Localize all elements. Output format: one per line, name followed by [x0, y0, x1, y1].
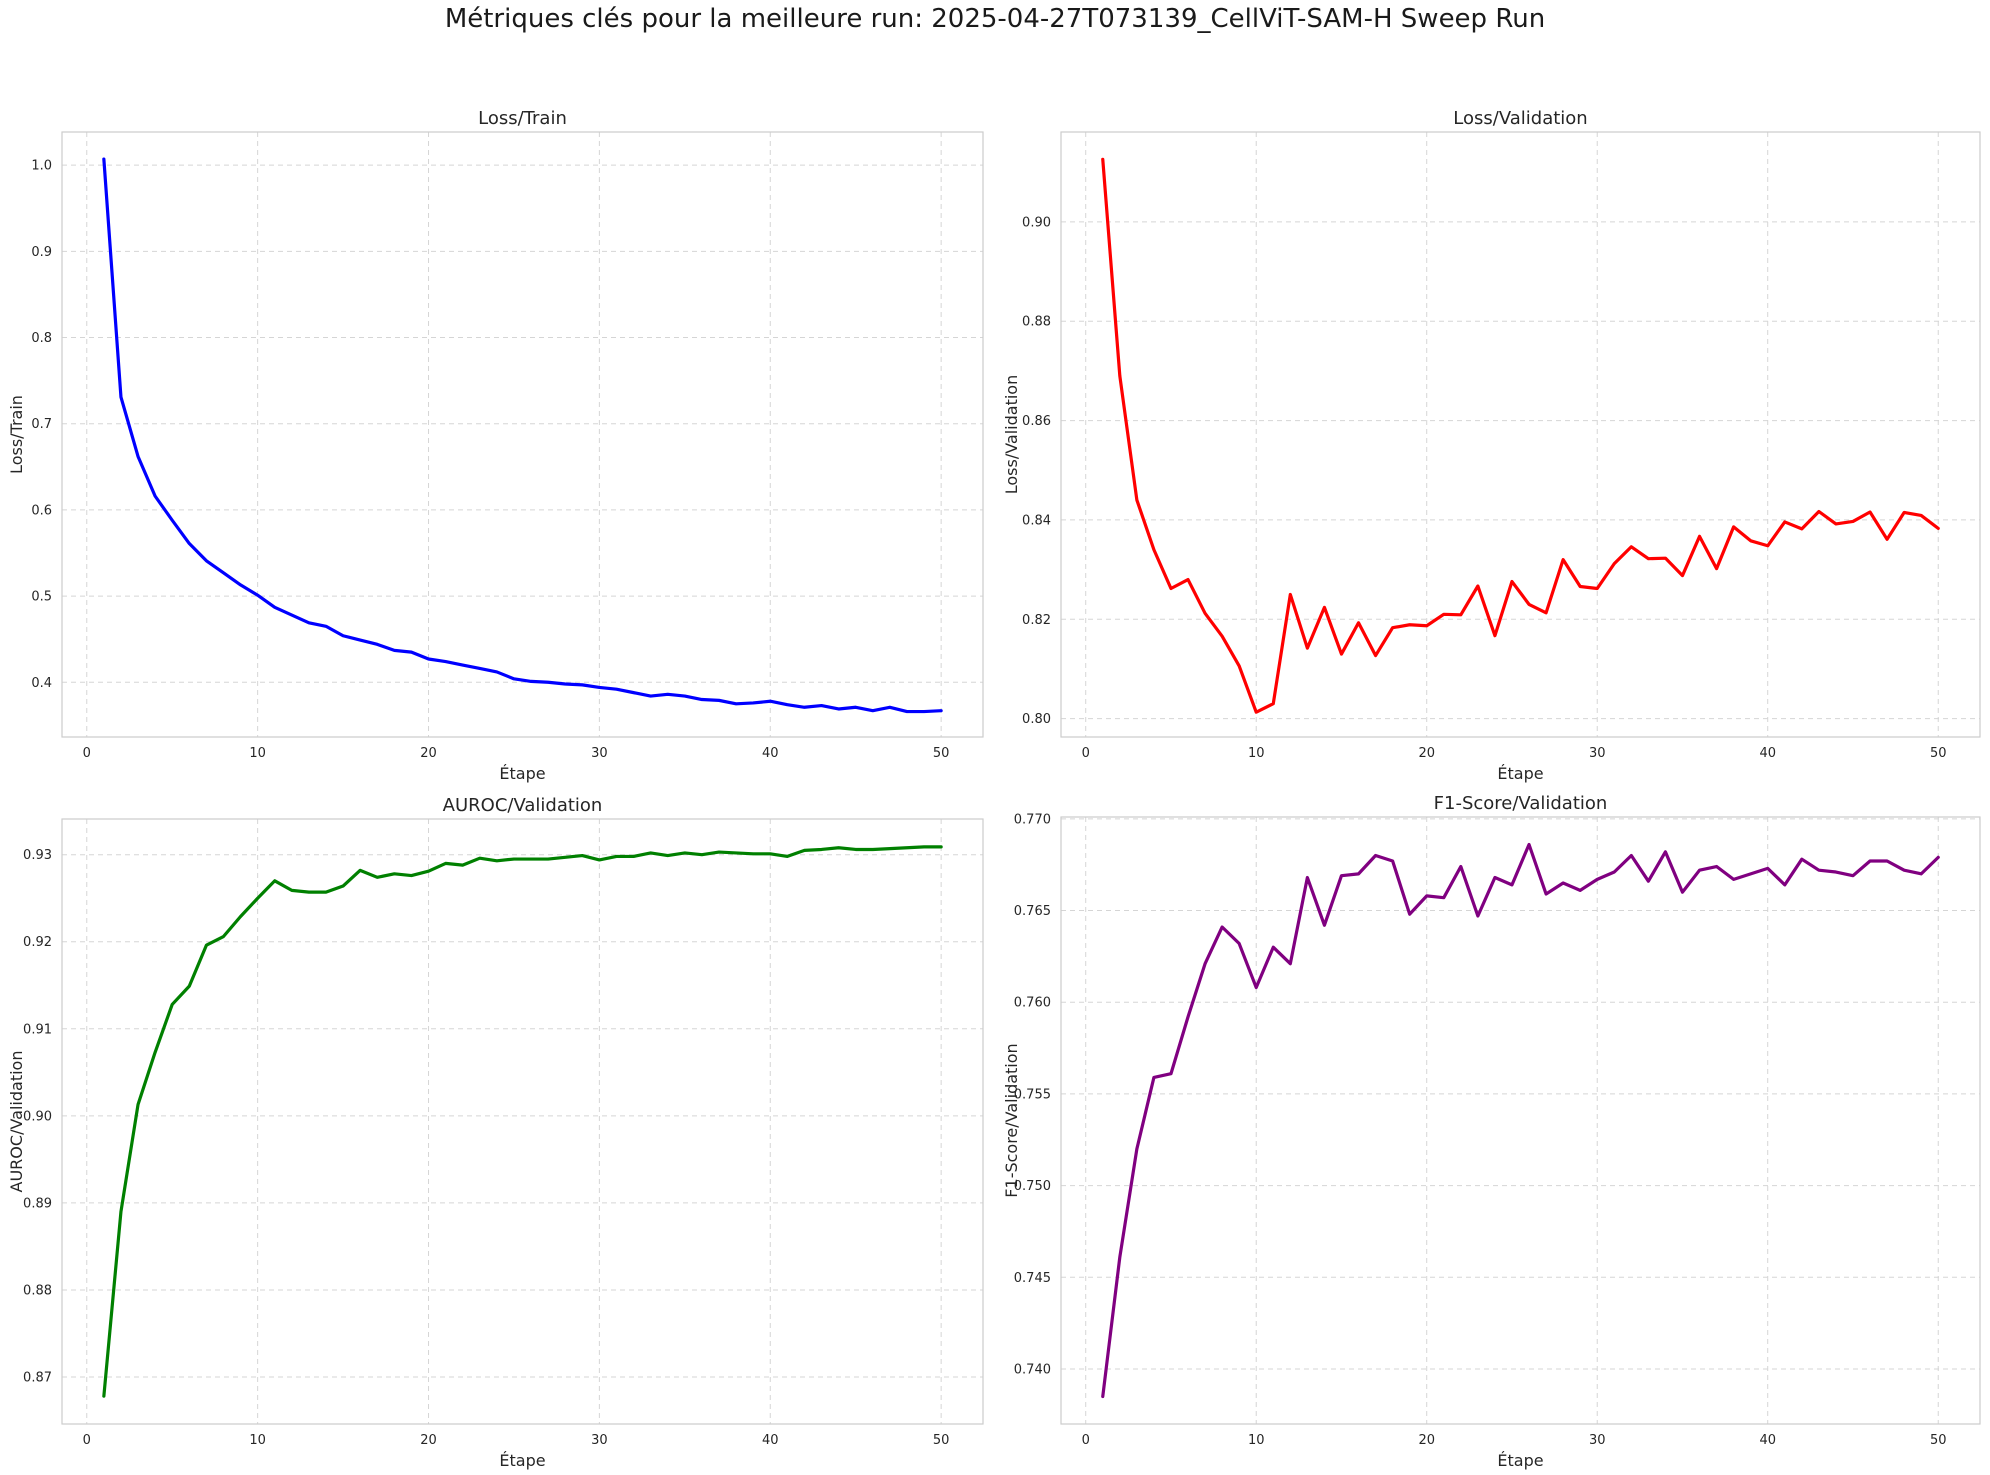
x-tick-label: 20 [420, 1433, 437, 1448]
x-tick-label: 50 [933, 746, 950, 761]
y-tick-label: 0.90 [1022, 215, 1051, 230]
x-tick-label: 20 [420, 746, 437, 761]
y-tick-label: 0.745 [1014, 1271, 1051, 1286]
y-tick-label: 0.765 [1014, 904, 1051, 919]
x-tick-label: 20 [1418, 746, 1435, 761]
series-line-f1-score-validation [1101, 842, 1940, 1399]
y-tick-label: 0.91 [23, 1022, 52, 1037]
y-axis-label: AUROC/Validation [7, 1051, 26, 1193]
x-tick-label: 0 [83, 1433, 91, 1448]
x-tick-label: 50 [1930, 1433, 1947, 1448]
chart-title: Loss/Train [478, 108, 567, 129]
x-tick-label: 30 [591, 746, 608, 761]
series-line-loss-train [102, 157, 943, 714]
series-line-loss-validation [1101, 157, 1940, 714]
y-tick-label: 0.93 [23, 848, 52, 863]
plot-frame [1060, 131, 1981, 738]
chart-title: AUROC/Validation [443, 795, 603, 816]
x-tick-label: 10 [249, 1433, 266, 1448]
x-tick-label: 20 [1418, 1433, 1435, 1448]
x-tick-label: 0 [83, 746, 91, 761]
x-axis-label: Étape [499, 764, 545, 783]
y-tick-label: 0.92 [23, 935, 52, 950]
y-tick-label: 0.740 [1014, 1362, 1051, 1377]
y-tick-label: 0.88 [23, 1283, 52, 1298]
chart-auroc-validation: 0 10 20 30 40 50 0.87 0.88 0.89 0.90 0.91 0.92 0.93 A… [7, 795, 984, 1470]
y-tick-label: 0.755 [1014, 1087, 1051, 1102]
x-tick-label: 10 [249, 746, 266, 761]
y-tick-label: 1.0 [31, 159, 52, 174]
y-tick-label: 0.750 [1014, 1179, 1051, 1194]
x-tick-label: 30 [1589, 1433, 1606, 1448]
y-axis-label: Loss/Validation [1002, 375, 1021, 495]
x-tick-label: 0 [1082, 746, 1090, 761]
x-tick-label: 40 [762, 1433, 779, 1448]
plot-frame [61, 131, 984, 738]
x-tick-label: 50 [1930, 746, 1947, 761]
y-tick-label: 0.770 [1014, 812, 1051, 827]
x-tick-label: 50 [933, 1433, 950, 1448]
x-tick-label: 40 [1759, 1433, 1776, 1448]
x-axis-label: Étape [1497, 764, 1543, 783]
plot-frame [1060, 816, 1981, 1425]
x-tick-label: 30 [1589, 746, 1606, 761]
chart-title: Loss/Validation [1453, 108, 1587, 129]
y-tick-label: 0.8 [31, 331, 52, 346]
chart-title: F1-Score/Validation [1434, 793, 1608, 814]
y-tick-label: 0.87 [23, 1370, 52, 1385]
plot-frame [61, 818, 984, 1425]
chart-f1-score-validation: 0 10 20 30 40 50 0.740 0.745 0.750 0.755 0.760 0.76… [1002, 793, 1981, 1470]
y-tick-label: 0.80 [1022, 712, 1051, 727]
chart-loss-validation: 0 10 20 30 40 50 0.80 0.82 0.84 0.86 0.88 0.90 Loss/… [1002, 108, 1981, 783]
y-axis-label: F1-Score/Validation [1002, 1043, 1021, 1197]
chart-loss-train: 0 10 20 30 40 50 0.4 0.5 0.6 0.7 0.8 0.9 1.0 Loss/Tra… [7, 108, 984, 783]
y-tick-label: 0.86 [1022, 414, 1051, 429]
x-tick-label: 10 [1248, 1433, 1265, 1448]
y-tick-label: 0.90 [23, 1109, 52, 1124]
x-tick-label: 40 [762, 746, 779, 761]
x-tick-label: 40 [1759, 746, 1776, 761]
series-line-auroc-validation [102, 845, 943, 1398]
y-tick-label: 0.760 [1014, 996, 1051, 1011]
y-tick-label: 0.84 [1022, 513, 1051, 528]
figure-title: Métriques clés pour la meilleure run: 20… [444, 4, 1546, 34]
y-tick-label: 0.89 [23, 1196, 52, 1211]
y-tick-label: 0.4 [31, 676, 52, 691]
y-tick-label: 0.88 [1022, 315, 1051, 330]
y-tick-label: 0.5 [31, 590, 52, 605]
x-tick-label: 0 [1082, 1433, 1090, 1448]
y-axis-label: Loss/Train [7, 395, 26, 474]
y-tick-label: 0.6 [31, 503, 52, 518]
x-tick-label: 10 [1248, 746, 1265, 761]
x-axis-label: Étape [1497, 1451, 1543, 1470]
y-tick-label: 0.9 [31, 245, 52, 260]
x-tick-label: 30 [591, 1433, 608, 1448]
x-axis-label: Étape [499, 1451, 545, 1470]
y-tick-label: 0.82 [1022, 613, 1051, 628]
y-tick-label: 0.7 [31, 417, 52, 432]
